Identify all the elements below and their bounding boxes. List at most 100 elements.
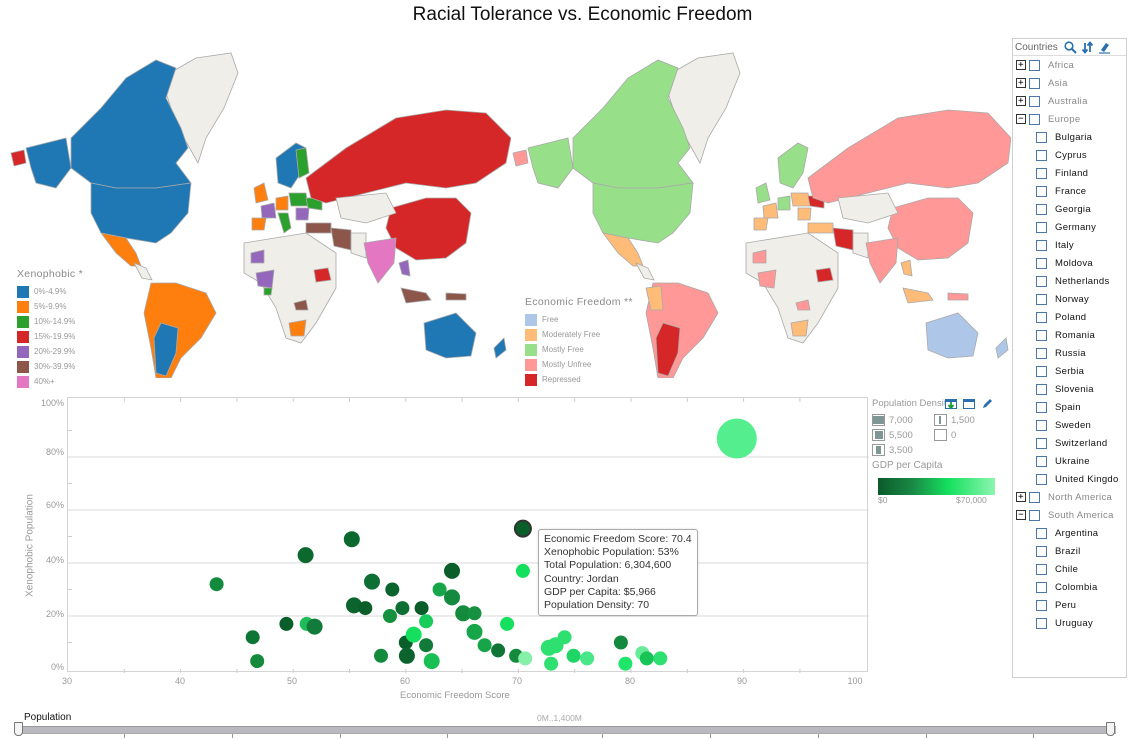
xenophobia-world-map[interactable] [6,38,511,378]
tree-item-country[interactable]: Slovenia [1013,380,1126,398]
scatter-point[interactable] [580,651,595,666]
scatter-point[interactable] [491,643,506,658]
scatter-point[interactable] [444,562,460,579]
country-checkbox[interactable] [1036,419,1047,431]
legend-item[interactable]: Free [525,312,633,327]
tree-group-asia[interactable]: + Asia [1013,74,1126,92]
country-checkbox[interactable] [1036,401,1047,413]
tree-item-country[interactable]: Russia [1013,344,1126,362]
tree-item-country[interactable]: Moldova [1013,254,1126,272]
group-checkbox[interactable] [1029,113,1040,125]
group-checkbox[interactable] [1029,95,1040,107]
country-checkbox[interactable] [1036,545,1047,557]
legend-item[interactable]: Mostly Unfree [525,357,633,372]
population-slider-max-handle[interactable] [1106,722,1115,736]
tree-item-country[interactable]: Finland [1013,164,1126,182]
tree-group-south-america[interactable]: − South America [1013,506,1126,524]
scatter-point[interactable] [343,531,360,548]
country-checkbox[interactable] [1036,581,1047,593]
scatter-point[interactable] [358,601,373,616]
population-slider-track[interactable] [17,726,1116,734]
country-checkbox[interactable] [1036,149,1047,161]
country-checkbox[interactable] [1036,437,1047,449]
export-icon[interactable] [945,398,957,410]
country-checkbox[interactable] [1036,167,1047,179]
legend-item[interactable]: 40%+ [17,374,83,389]
group-checkbox[interactable] [1029,77,1040,89]
tree-item-country[interactable]: Bulgaria [1013,128,1126,146]
group-checkbox[interactable] [1029,491,1040,503]
scatter-point[interactable] [467,606,482,621]
clear-eraser-icon[interactable] [1098,41,1111,54]
country-checkbox[interactable] [1036,185,1047,197]
tree-group-australia[interactable]: + Australia [1013,92,1126,110]
country-checkbox[interactable] [1036,239,1047,251]
tree-item-country[interactable]: Serbia [1013,362,1126,380]
tree-group-north-america[interactable]: + North America [1013,488,1126,506]
country-checkbox[interactable] [1036,617,1047,629]
tree-item-country[interactable]: Ukraine [1013,452,1126,470]
tree-item-country[interactable]: United Kingdo [1013,470,1126,488]
scatter-point[interactable] [279,616,294,631]
tree-item-country[interactable]: Uruguay [1013,614,1126,632]
country-checkbox[interactable] [1036,275,1047,287]
scatter-point[interactable] [364,573,380,590]
tree-item-country[interactable]: Netherlands [1013,272,1126,290]
tree-item-country[interactable]: Georgia [1013,200,1126,218]
scatter-point[interactable] [385,582,400,597]
search-icon[interactable] [1064,40,1077,54]
legend-item[interactable]: 20%-29.9% [17,344,83,359]
scatter-point[interactable] [557,630,572,645]
legend-item[interactable]: Mostly Free [525,342,633,357]
country-checkbox[interactable] [1036,311,1047,323]
scatter-point[interactable] [515,563,530,578]
population-slider-min-handle[interactable] [14,722,23,736]
scatter-point[interactable] [423,653,440,670]
scatter-point[interactable] [419,614,434,629]
tree-item-country[interactable]: Colombia [1013,578,1126,596]
scatter-point[interactable] [297,547,314,564]
scatter-plot-area[interactable] [67,397,869,673]
tree-item-country[interactable]: Romania [1013,326,1126,344]
scatter-point[interactable] [716,418,757,459]
country-checkbox[interactable] [1036,527,1047,539]
tree-item-country[interactable]: France [1013,182,1126,200]
group-checkbox[interactable] [1029,59,1040,71]
country-checkbox[interactable] [1036,365,1047,377]
expand-icon[interactable]: + [1016,60,1026,70]
scatter-point[interactable] [500,616,515,631]
scatter-point[interactable] [477,638,492,653]
tree-item-country[interactable]: Sweden [1013,416,1126,434]
tree-item-country[interactable]: Poland [1013,308,1126,326]
scatter-point[interactable] [306,618,323,635]
expand-icon[interactable]: + [1016,492,1026,502]
scatter-point[interactable] [455,605,472,622]
country-checkbox[interactable] [1036,347,1047,359]
legend-item[interactable]: 5%-9.9% [17,299,83,314]
scatter-point[interactable] [566,648,581,663]
legend-item[interactable]: 10%-14.9% [17,314,83,329]
legend-item[interactable]: Moderately Free [525,327,633,342]
tree-item-country[interactable]: Spain [1013,398,1126,416]
legend-item[interactable]: Repressed [525,372,633,387]
scatter-point[interactable] [432,582,447,597]
country-checkbox[interactable] [1036,563,1047,575]
scatter-point[interactable] [250,654,265,669]
scatter-point[interactable] [346,597,362,614]
expand-icon[interactable]: + [1016,78,1026,88]
scatter-point[interactable] [245,630,260,645]
scatter-point[interactable] [383,609,397,623]
scatter-point[interactable] [374,648,388,663]
scatter-point[interactable] [398,647,415,664]
country-checkbox[interactable] [1036,257,1047,269]
expand-icon[interactable]: + [1016,96,1026,106]
tree-item-country[interactable]: Switzerland [1013,434,1126,452]
scatter-point[interactable] [639,651,654,666]
country-checkbox[interactable] [1036,473,1047,485]
scatter-point[interactable] [209,577,224,592]
country-checkbox[interactable] [1036,293,1047,305]
economic-freedom-world-map[interactable] [511,38,1011,378]
legend-item[interactable]: 15%-19.9% [17,329,83,344]
scatter-point[interactable] [514,520,531,537]
collapse-icon[interactable]: − [1016,114,1026,124]
